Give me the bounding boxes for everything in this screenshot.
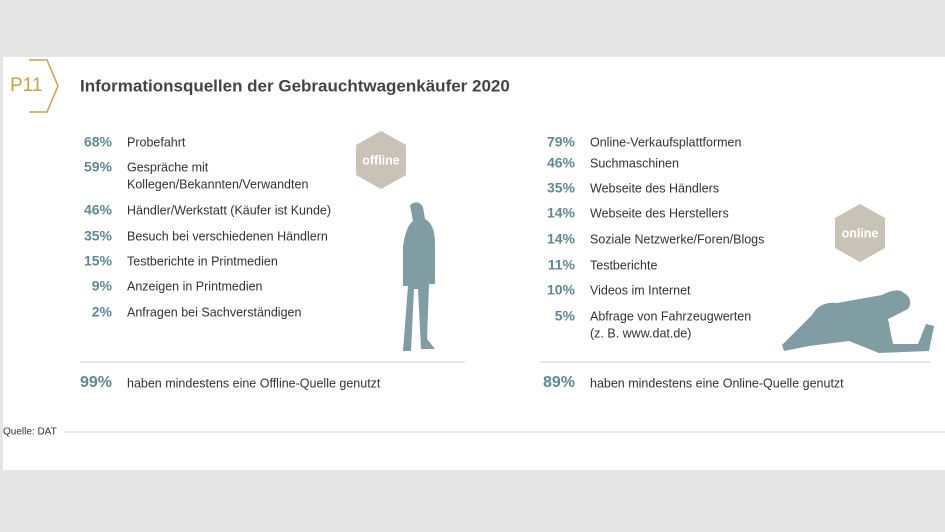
online-badge: online (842, 226, 879, 240)
percent: 2% (92, 304, 113, 320)
percent: 11% (548, 257, 576, 273)
label: Suchmaschinen (590, 156, 679, 170)
label: Testberichte (590, 258, 657, 272)
offline-badge: offline (362, 153, 400, 167)
percent: 68% (84, 134, 113, 150)
label: Testberichte in Printmedien (127, 254, 278, 268)
percent: 5% (555, 308, 576, 324)
total-label: haben mindestens eine Online-Quelle genu… (590, 376, 844, 390)
source: Quelle: DAT (3, 427, 57, 438)
label: Kollegen/Bekannten/Verwandten (127, 177, 308, 191)
percent: 10% (547, 282, 576, 298)
total-label: haben mindestens eine Offline-Quelle gen… (127, 376, 381, 390)
label: Anzeigen in Printmedien (127, 279, 263, 293)
label: (z. B. www.dat.de) (590, 326, 691, 340)
label: Online-Verkaufsplattformen (590, 135, 742, 149)
label: Besuch bei verschiedenen Händlern (127, 229, 328, 243)
badge-chevron (29, 59, 59, 113)
label: Soziale Netzwerke/Foren/Blogs (590, 232, 764, 246)
hexagon (835, 204, 885, 262)
percent: 59% (84, 159, 113, 175)
label: Anfragen bei Sachverständigen (127, 305, 301, 319)
label: Probefahrt (127, 135, 186, 149)
total-percent: 99% (80, 374, 112, 391)
percent: 14% (547, 231, 576, 247)
percent: 46% (84, 202, 113, 218)
percent: 79% (547, 134, 576, 150)
percent: 35% (547, 180, 576, 196)
hexagon (356, 131, 406, 189)
percent: 35% (84, 228, 113, 244)
badge: P11 (10, 75, 42, 96)
title: Informationsquellen der Gebrauchtwagenkä… (80, 76, 510, 95)
panel (3, 57, 945, 470)
label: Gespräche mit (127, 160, 209, 174)
label: Webseite des Herstellers (590, 206, 729, 220)
percent: 9% (92, 278, 113, 294)
label: Videos im Internet (590, 283, 691, 297)
percent: 15% (84, 253, 113, 269)
lying-person (782, 290, 934, 353)
standing-person (403, 202, 435, 351)
label: Abfrage von Fahrzeugwerten (590, 309, 751, 323)
total-percent: 89% (543, 374, 575, 391)
label: Händler/Werkstatt (Käufer ist Kunde) (127, 203, 331, 217)
label: Webseite des Händlers (590, 181, 719, 195)
percent: 14% (547, 205, 576, 221)
percent: 46% (547, 155, 576, 171)
